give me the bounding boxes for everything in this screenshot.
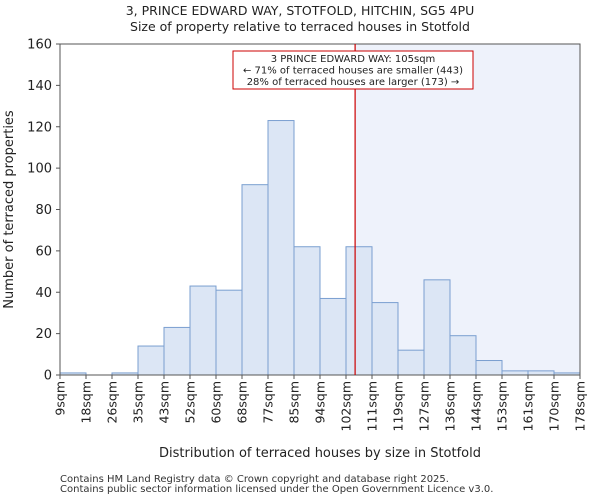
x-tick-label: 119sqm — [391, 381, 406, 431]
histogram-bar — [163, 326, 191, 376]
x-tick-label: 18sqm — [79, 381, 94, 424]
x-tick-label: 35sqm — [131, 381, 146, 424]
x-tick-label: 9sqm — [53, 381, 68, 416]
x-tick-label: 161sqm — [521, 381, 536, 431]
annotation-box — [232, 50, 474, 90]
y-tick-label: 120 — [27, 120, 52, 135]
annotation-smaller: ← 71% of terraced houses are smaller (44… — [243, 66, 463, 77]
histogram-bar — [319, 297, 347, 376]
x-tick-label: 178sqm — [573, 381, 588, 431]
x-tick-label: 68sqm — [235, 381, 250, 424]
annotation-larger: 28% of terraced houses are larger (173) … — [247, 77, 460, 88]
histogram-bar — [137, 345, 165, 376]
histogram-bar — [475, 360, 503, 376]
y-tick-label: 80 — [35, 203, 52, 218]
histogram-bar — [293, 246, 321, 376]
y-tick-label: 0 — [44, 369, 52, 384]
histogram-bar — [501, 370, 529, 376]
x-tick-label: 127sqm — [417, 381, 432, 431]
histogram-bar — [267, 120, 295, 376]
y-tick-label: 60 — [35, 244, 52, 259]
x-tick-label: 144sqm — [469, 381, 484, 431]
x-tick-label: 94sqm — [313, 381, 328, 424]
x-axis-label: Distribution of terraced houses by size … — [159, 446, 481, 461]
chart-title-address: 3, PRINCE EDWARD WAY, STOTFOLD, HITCHIN,… — [125, 3, 475, 18]
chart-subtitle: Size of property relative to terraced ho… — [130, 19, 470, 34]
histogram-bar — [345, 246, 373, 376]
x-tick-label: 102sqm — [339, 381, 354, 431]
histogram-bar — [527, 370, 555, 376]
histogram-bar — [449, 335, 477, 376]
histogram-bar — [397, 349, 425, 376]
x-tick-label: 136sqm — [443, 381, 458, 431]
x-tick-label: 170sqm — [547, 381, 562, 431]
x-tick-label: 26sqm — [105, 381, 120, 424]
y-tick-label: 40 — [35, 286, 52, 301]
footer-copyright: Contains HM Land Registry data © Crown c… — [60, 474, 449, 485]
x-tick-label: 52sqm — [183, 381, 198, 424]
footer-licence: Contains public sector information licen… — [60, 484, 494, 495]
y-tick-label: 140 — [27, 79, 52, 94]
histogram-bar — [371, 302, 399, 376]
histogram-bar — [423, 279, 451, 376]
y-tick-label: 100 — [27, 162, 52, 177]
x-tick-label: 111sqm — [365, 381, 380, 431]
annotation-title: 3 PRINCE EDWARD WAY: 105sqm — [271, 54, 436, 65]
histogram-bar — [189, 285, 217, 376]
x-tick-label: 43sqm — [157, 381, 172, 424]
x-tick-label: 77sqm — [261, 381, 276, 424]
x-tick-label: 153sqm — [495, 381, 510, 431]
x-tick-label: 60sqm — [209, 381, 224, 424]
y-tick-label: 20 — [35, 327, 52, 342]
y-axis-label: Number of terraced properties — [2, 110, 17, 309]
x-tick-label: 85sqm — [287, 381, 302, 424]
y-tick-label: 160 — [27, 38, 52, 53]
histogram-bar — [241, 184, 269, 376]
histogram-bar — [215, 289, 243, 376]
